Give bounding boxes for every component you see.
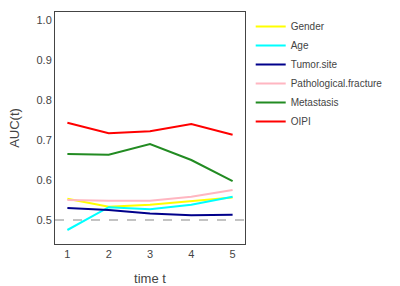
- svg-text:time t: time t: [134, 271, 166, 286]
- svg-text:0.8: 0.8: [37, 94, 52, 106]
- svg-text:OIPI: OIPI: [291, 116, 311, 127]
- svg-text:5: 5: [230, 248, 236, 260]
- svg-text:Gender: Gender: [291, 21, 325, 32]
- svg-text:3: 3: [147, 248, 153, 260]
- svg-text:0.5: 0.5: [37, 214, 52, 226]
- svg-text:AUC(t): AUC(t): [7, 108, 22, 148]
- svg-text:4: 4: [188, 248, 194, 260]
- svg-text:0.7: 0.7: [37, 134, 52, 146]
- svg-text:1.0: 1.0: [37, 14, 52, 26]
- svg-text:Age: Age: [291, 40, 309, 51]
- svg-text:1: 1: [64, 248, 70, 260]
- svg-text:Tumor.site: Tumor.site: [291, 59, 338, 70]
- svg-text:0.6: 0.6: [37, 174, 52, 186]
- svg-text:Metastasis: Metastasis: [291, 97, 339, 108]
- svg-text:0.9: 0.9: [37, 54, 52, 66]
- svg-text:Pathological.fracture: Pathological.fracture: [291, 78, 383, 89]
- svg-text:2: 2: [106, 248, 112, 260]
